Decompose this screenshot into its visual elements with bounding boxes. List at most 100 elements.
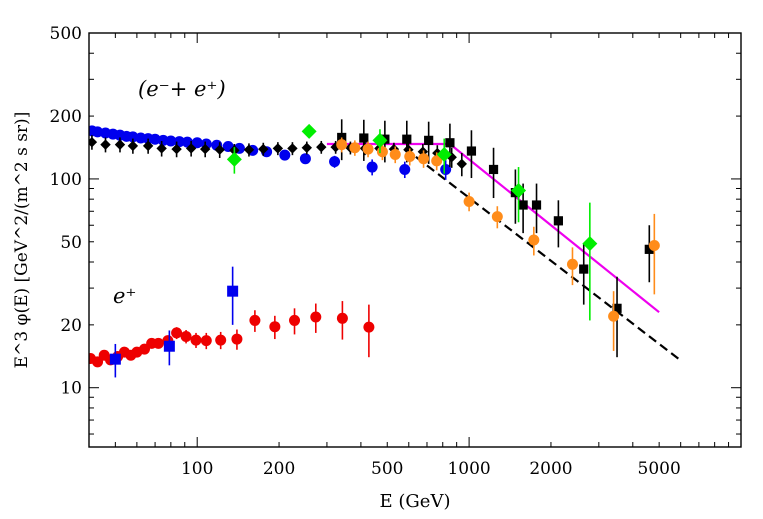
electron-plus-positron-black-diamond-point-6 bbox=[171, 143, 182, 155]
electron-plus-positron-black-diamond-point-3 bbox=[127, 140, 139, 152]
positron-red-point-13 bbox=[180, 330, 192, 342]
electron-plus-positron-black-square-point-1 bbox=[359, 133, 369, 143]
plot-frame bbox=[88, 32, 742, 448]
positron-red-point-15 bbox=[200, 335, 212, 347]
electron-plus-positron-blue-series bbox=[89, 125, 452, 180]
electron-positron-label: (e⁻+ e⁺) bbox=[138, 77, 226, 101]
electron-plus-positron-orange-point-4 bbox=[389, 148, 401, 160]
electron-plus-positron-orange-point-7 bbox=[431, 155, 443, 167]
electron-plus-positron-black-diamond-point-16 bbox=[316, 141, 327, 153]
electron-plus-positron-orange-point-2 bbox=[362, 143, 374, 155]
positron-blue-square-point-2 bbox=[227, 285, 239, 297]
black-dashed-fit-line bbox=[404, 147, 682, 362]
electron-plus-positron-black-square-point-9 bbox=[518, 200, 528, 210]
positron-red-point-22 bbox=[336, 312, 348, 324]
electron-plus-positron-blue-point-9 bbox=[149, 133, 161, 145]
electron-plus-positron-black-diamond-point-1 bbox=[100, 139, 111, 150]
electron-plus-positron-black-diamond-point-14 bbox=[287, 143, 298, 154]
electron-plus-positron-orange-point-5 bbox=[404, 151, 416, 163]
electron-plus-positron-blue-point-25 bbox=[399, 163, 411, 175]
positron-red-point-10 bbox=[152, 337, 164, 349]
x-tick-label: 500 bbox=[371, 459, 403, 479]
electron-plus-positron-blue-point-14 bbox=[191, 137, 203, 149]
electron-plus-positron-green-point-0 bbox=[226, 151, 242, 167]
y-tick-label: 50 bbox=[60, 233, 82, 253]
x-tick-label: 5000 bbox=[638, 459, 681, 479]
positron-red-point-19 bbox=[269, 321, 281, 333]
positron-blue-square-point-1 bbox=[163, 340, 175, 352]
positron-red-point-16 bbox=[215, 334, 227, 346]
positron-red-point-14 bbox=[190, 334, 202, 346]
electron-plus-positron-black-square-point-12 bbox=[579, 264, 589, 274]
electron-plus-positron-orange-point-6 bbox=[418, 153, 430, 165]
positron-blue-square-series bbox=[109, 266, 239, 378]
x-tick-label: 1000 bbox=[447, 459, 490, 479]
electron-plus-positron-green-point-4 bbox=[511, 183, 527, 199]
electron-plus-positron-black-diamond-point-0 bbox=[89, 136, 98, 148]
positron-red-point-18 bbox=[249, 314, 261, 326]
positron-red-point-21 bbox=[310, 311, 322, 323]
electron-plus-positron-blue-point-22 bbox=[299, 153, 311, 165]
electron-plus-positron-orange-point-9 bbox=[491, 211, 503, 223]
electron-plus-positron-orange-point-12 bbox=[608, 310, 620, 322]
electron-plus-positron-blue-point-23 bbox=[329, 156, 341, 168]
electron-plus-positron-black-square-point-7 bbox=[488, 164, 499, 175]
electron-plus-positron-orange-point-13 bbox=[648, 239, 660, 251]
electron-plus-positron-orange-point-10 bbox=[528, 234, 540, 246]
electron-plus-positron-black-diamond-point-4 bbox=[142, 140, 154, 152]
positron-red-point-17 bbox=[231, 333, 243, 345]
x-tick-label: 2000 bbox=[529, 459, 572, 479]
axis-ticks bbox=[89, 33, 741, 447]
electron-plus-positron-orange-point-8 bbox=[463, 195, 475, 207]
y-tick-label: 200 bbox=[50, 107, 82, 127]
y-tick-label: 20 bbox=[60, 316, 82, 336]
electron-plus-positron-black-diamond-point-12 bbox=[258, 143, 269, 155]
electron-plus-positron-orange-point-11 bbox=[566, 258, 578, 270]
electron-plus-positron-black-square-point-3 bbox=[402, 134, 412, 144]
electron-plus-positron-black-diamond-point-13 bbox=[272, 143, 284, 154]
electron-plus-positron-black-square-point-6 bbox=[466, 146, 477, 156]
positron-label: e⁺ bbox=[113, 284, 137, 308]
electron-plus-positron-black-diamond-point-9 bbox=[214, 144, 225, 155]
electron-plus-positron-green-point-1 bbox=[301, 123, 317, 139]
electron-plus-positron-blue-point-26 bbox=[440, 163, 452, 175]
electron-plus-positron-black-diamond-point-7 bbox=[185, 143, 197, 154]
electron-plus-positron-green-series bbox=[226, 123, 598, 321]
electron-plus-positron-black-square-point-14 bbox=[644, 244, 654, 254]
electron-plus-positron-orange-point-0 bbox=[336, 139, 348, 151]
electron-plus-positron-black-diamond-point-2 bbox=[114, 139, 126, 150]
positron-red-series bbox=[89, 301, 375, 368]
y-tick-label: 500 bbox=[50, 24, 82, 44]
positron-blue-square-point-0 bbox=[109, 353, 121, 365]
x-axis-title: E (GeV) bbox=[380, 491, 451, 512]
tick-labels: 100 200 500 1000 2000 5000 10 20 50 100 200 500 bbox=[50, 24, 681, 479]
positron-red-point-23 bbox=[363, 321, 375, 333]
electron-plus-positron-blue-point-24 bbox=[366, 161, 378, 173]
electron-plus-positron-green-point-5 bbox=[582, 236, 598, 252]
electron-plus-positron-black-square-point-13 bbox=[612, 303, 622, 313]
positron-red-point-20 bbox=[289, 314, 301, 326]
electron-plus-positron-black-square-point-11 bbox=[553, 216, 563, 226]
x-tick-label: 100 bbox=[181, 459, 213, 479]
electron-plus-positron-blue-point-11 bbox=[165, 135, 177, 147]
electron-plus-positron-black-square-point-10 bbox=[531, 200, 542, 210]
x-tick-label: 200 bbox=[263, 459, 295, 479]
electron-plus-positron-black-square-point-5 bbox=[445, 138, 455, 148]
electron-plus-positron-green-point-3 bbox=[436, 146, 452, 162]
electron-plus-positron-green-point-2 bbox=[372, 132, 388, 148]
electron-plus-positron-orange-point-1 bbox=[349, 142, 361, 154]
electron-plus-positron-black-diamond-point-26 bbox=[456, 158, 467, 170]
plot-marks bbox=[89, 119, 682, 378]
electron-plus-positron-black-square-series bbox=[337, 119, 654, 358]
y-tick-label: 10 bbox=[60, 379, 82, 399]
electron-plus-positron-black-diamond-point-15 bbox=[301, 142, 313, 153]
electron-plus-positron-blue-point-21 bbox=[279, 149, 291, 161]
electron-plus-positron-black-diamond-point-5 bbox=[156, 143, 167, 154]
electron-plus-positron-black-diamond-point-8 bbox=[199, 143, 211, 155]
y-axis-title: E^3 φ(E) [GeV^2/(m^2 s sr)] bbox=[12, 112, 32, 369]
electron-plus-positron-black-diamond-point-11 bbox=[243, 144, 255, 155]
electron-plus-positron-black-square-point-4 bbox=[424, 135, 434, 145]
positron-red-point-12 bbox=[171, 327, 183, 339]
electron-plus-positron-orange-point-3 bbox=[376, 146, 388, 158]
